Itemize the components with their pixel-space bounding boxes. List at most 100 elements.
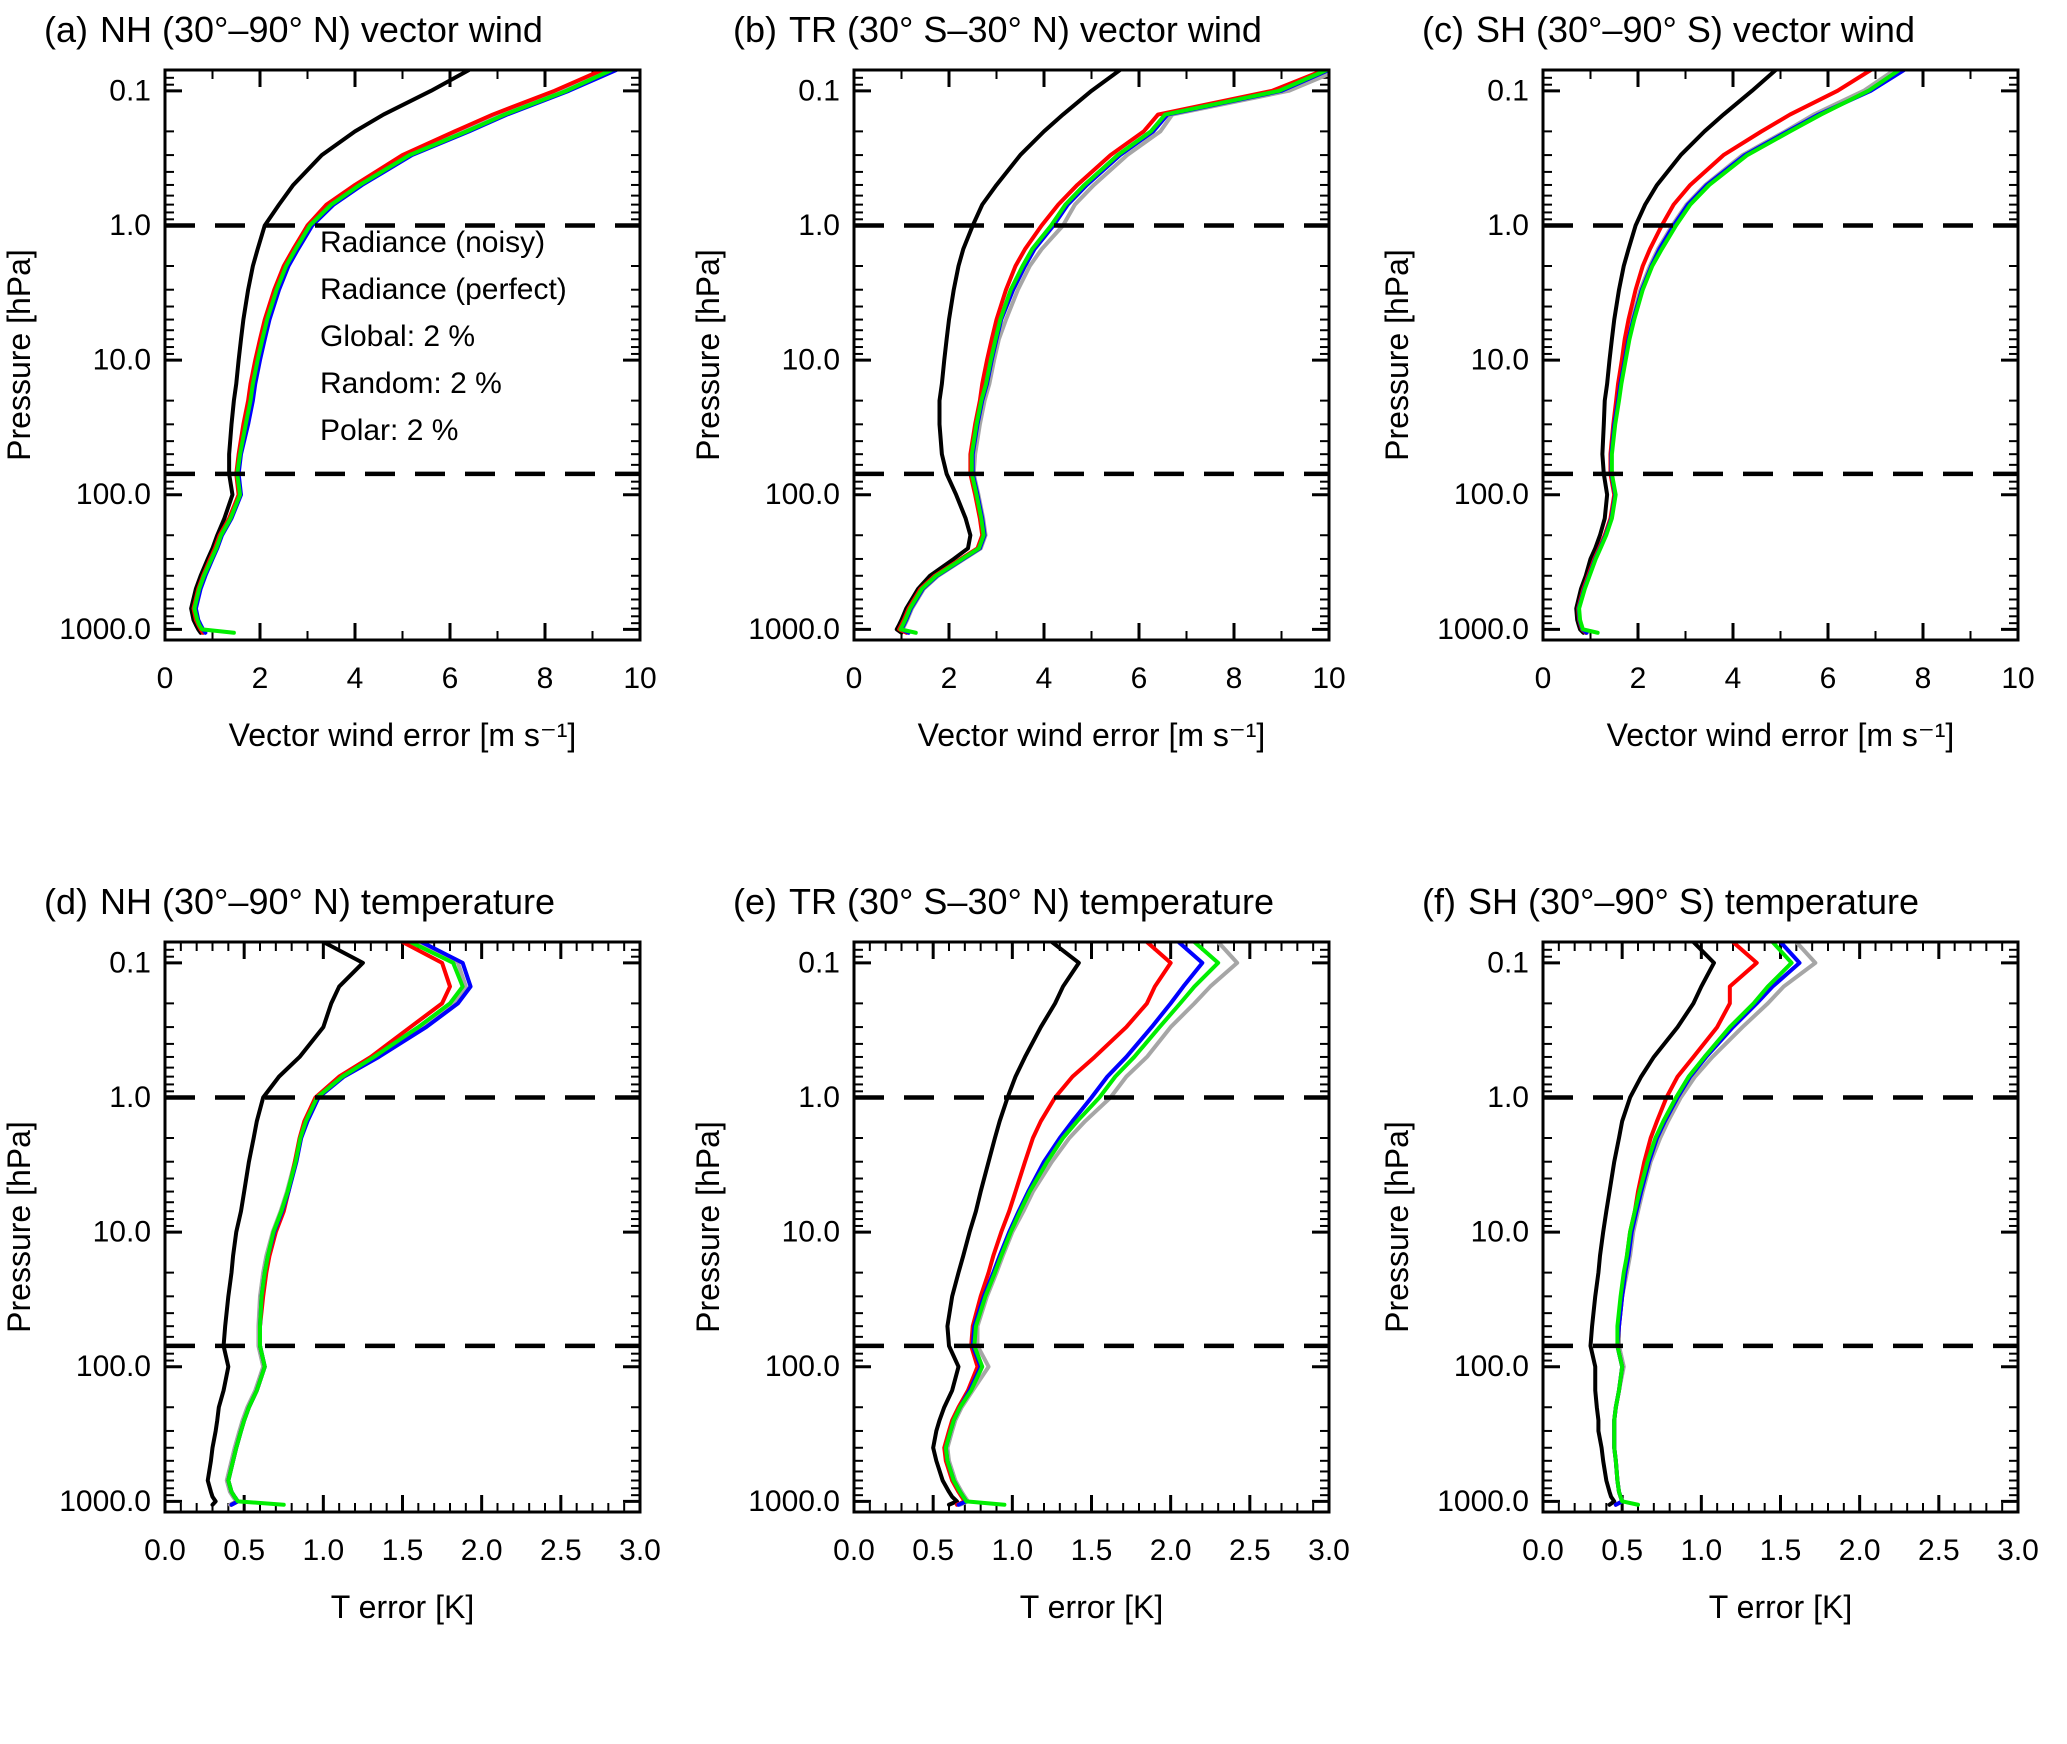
curve-radiance-perfect xyxy=(189,70,471,635)
y-tick-label: 0.1 xyxy=(798,74,840,107)
y-tick-label: 1000.0 xyxy=(59,1485,151,1518)
x-axis-label: Vector wind error [m s⁻¹] xyxy=(918,717,1266,753)
y-tick-label: 1000.0 xyxy=(748,613,840,646)
panel-title: (b) TR (30° S–30° N) vector wind xyxy=(733,9,1262,50)
y-tick-label: 100.0 xyxy=(76,1350,151,1383)
legend-entry-polar-2pct: Polar: 2 % xyxy=(320,414,458,447)
panel-a: (a) NH (30°–90° N) vector wind 0.1 1.0 10.0 1… xyxy=(0,0,689,872)
x-tick-label: 10 xyxy=(1312,662,1345,695)
curve-random-2pct xyxy=(226,942,473,1507)
x-tick-label: 8 xyxy=(537,662,554,695)
y-axis-label: Pressure [hPa] xyxy=(690,1121,726,1333)
curve-polar-2pct xyxy=(1612,942,1794,1507)
x-tick-label: 2.0 xyxy=(461,1534,503,1567)
y-tick-label: 100.0 xyxy=(1454,1350,1529,1383)
y-tick-label: 1.0 xyxy=(109,209,151,242)
curve-global-2pct xyxy=(942,942,1173,1507)
x-tick-label: 0.0 xyxy=(833,1534,875,1567)
curve-polar-2pct xyxy=(226,942,465,1507)
x-tick-label: 6 xyxy=(1820,662,1837,695)
y-tick-label: 100.0 xyxy=(765,478,840,511)
x-tick-label: 1.0 xyxy=(302,1534,344,1567)
x-tick-label: 2 xyxy=(941,662,958,695)
curve-radiance-perfect xyxy=(1588,942,1716,1507)
curves-group xyxy=(205,942,473,1507)
panel-label: (f) xyxy=(1422,881,1456,922)
y-tick-label: 10.0 xyxy=(93,1216,151,1249)
curve-polar-2pct xyxy=(898,70,1329,635)
curve-radiance-perfect xyxy=(894,70,1122,635)
y-tick-label: 1000.0 xyxy=(748,1485,840,1518)
curves-group xyxy=(1574,70,1906,635)
plot-frame xyxy=(163,940,642,1514)
panel-a-chart: (a) NH (30°–90° N) vector wind 0.1 1.0 10.0 1… xyxy=(1,9,657,753)
x-tick-label: 6 xyxy=(442,662,459,695)
y-axis-label: Pressure [hPa] xyxy=(1,249,37,461)
panel-title: (f) SH (30°–90° S) temperature xyxy=(1422,881,1919,922)
panel-label: (e) xyxy=(733,881,777,922)
x-tick-label: 10 xyxy=(2001,662,2034,695)
y-tick-label: 0.1 xyxy=(1487,74,1529,107)
x-tick-label: 2.0 xyxy=(1839,1534,1881,1567)
legend-entry-global-2pct: Global: 2 % xyxy=(320,320,475,353)
legend-entry-random-2pct: Random: 2 % xyxy=(320,367,502,400)
y-tick-label: 10.0 xyxy=(93,344,151,377)
y-tick-label: 1.0 xyxy=(798,209,840,242)
curve-polar-2pct xyxy=(943,942,1221,1507)
x-tick-label: 1.5 xyxy=(382,1534,424,1567)
x-tick-label: 0.5 xyxy=(223,1534,265,1567)
panel-e-chart: (e) TR (30° S–30° N) temperature 0.1 1.0 10.… xyxy=(690,881,1350,1625)
y-tick-label: 1.0 xyxy=(109,1081,151,1114)
curve-radiance-perfect xyxy=(205,942,365,1507)
panel-c: (c) SH (30°–90° S) vector wind 0.1 1.0 10.0 1… xyxy=(1378,0,2067,872)
curves-group xyxy=(894,70,1329,635)
x-tick-label: 2.5 xyxy=(1229,1534,1271,1567)
panel-d-chart: (d) NH (30°–90° N) temperature 0.1 1.0 10.0 1… xyxy=(1,881,661,1625)
panel-f: (f) SH (30°–90° S) temperature 0.1 1.0 10.0 1… xyxy=(1378,872,2067,1744)
panel-title-text: TR (30° S–30° N) vector wind xyxy=(789,9,1262,50)
y-tick-label: 1000.0 xyxy=(1437,613,1529,646)
y-tick-label: 0.1 xyxy=(798,946,840,979)
curves-group xyxy=(189,70,619,635)
y-tick-label: 1.0 xyxy=(798,1081,840,1114)
panel-b-chart: (b) TR (30° S–30° N) vector wind 0.1 1.0 10.… xyxy=(690,9,1346,753)
x-tick-label: 2 xyxy=(252,662,269,695)
y-tick-label: 1000.0 xyxy=(1437,1485,1529,1518)
y-tick-label: 0.1 xyxy=(109,74,151,107)
panel-b: (b) TR (30° S–30° N) vector wind 0.1 1.0 10.… xyxy=(689,0,1378,872)
curve-global-2pct xyxy=(897,70,1327,635)
curves-group xyxy=(1588,942,1818,1507)
x-axis-label: Vector wind error [m s⁻¹] xyxy=(1607,717,1955,753)
panel-title: (e) TR (30° S–30° N) temperature xyxy=(733,881,1274,922)
curves-group xyxy=(931,942,1240,1507)
x-tick-label: 4 xyxy=(1036,662,1053,695)
legend-entry-radiance-noisy: Radiance (noisy) xyxy=(320,226,545,259)
x-tick-label: 6 xyxy=(1131,662,1148,695)
curve-random-2pct xyxy=(1612,942,1802,1507)
curve-radiance-noisy xyxy=(1612,942,1818,1507)
curve-radiance-noisy xyxy=(945,942,1240,1507)
y-axis-label: Pressure [hPa] xyxy=(1379,249,1415,461)
y-tick-label: 10.0 xyxy=(1471,1216,1529,1249)
x-tick-label: 0 xyxy=(846,662,863,695)
x-tick-label: 0.0 xyxy=(1522,1534,1564,1567)
x-tick-label: 3.0 xyxy=(1997,1534,2039,1567)
plot-frame xyxy=(1541,940,2020,1514)
y-tick-label: 100.0 xyxy=(76,478,151,511)
panel-d: (d) NH (30°–90° N) temperature 0.1 1.0 10.0 1… xyxy=(0,872,689,1744)
plot-frame xyxy=(852,940,1331,1514)
x-tick-label: 1.0 xyxy=(991,1534,1033,1567)
x-axis-label: T error [K] xyxy=(1709,1589,1852,1625)
curve-polar-2pct xyxy=(192,70,614,635)
plot-frame xyxy=(852,68,1331,642)
curve-radiance-perfect xyxy=(931,942,1081,1507)
legend-entry-radiance-perfect: Radiance (perfect) xyxy=(320,273,567,306)
panel-title: (c) SH (30°–90° S) vector wind xyxy=(1422,9,1915,50)
y-tick-label: 100.0 xyxy=(1454,478,1529,511)
x-axis-label: T error [K] xyxy=(331,1589,474,1625)
y-tick-label: 0.1 xyxy=(1487,946,1529,979)
x-tick-label: 1.0 xyxy=(1680,1534,1722,1567)
x-tick-label: 3.0 xyxy=(619,1534,661,1567)
panel-title-text: SH (30°–90° S) vector wind xyxy=(1476,9,1915,50)
